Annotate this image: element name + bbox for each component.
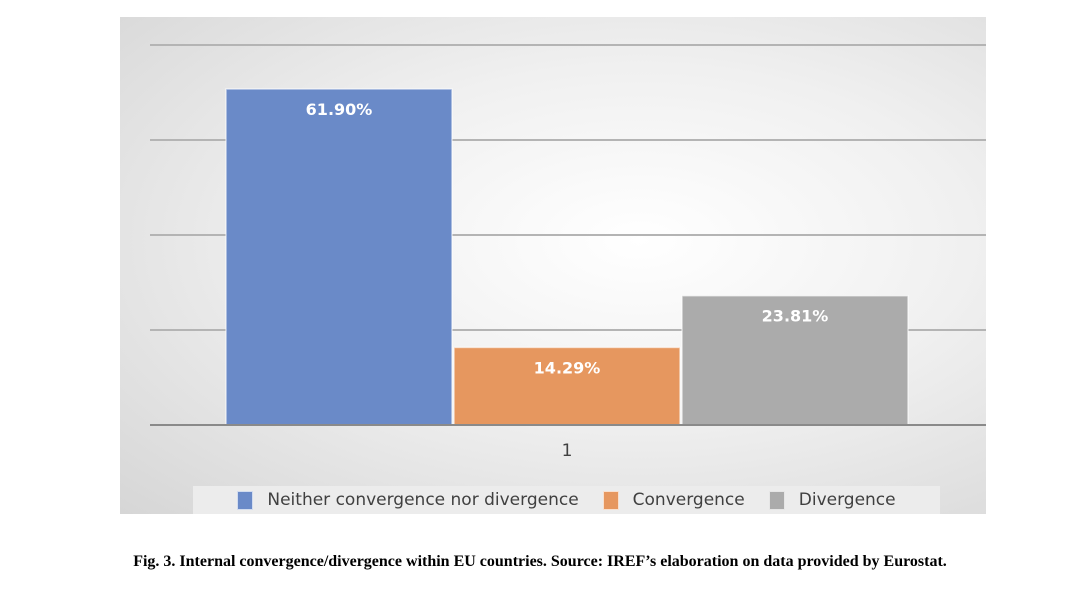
bar-0	[225, 88, 453, 426]
bar-2	[681, 294, 909, 426]
legend-swatch	[237, 490, 254, 510]
legend-item-convergence: Convergence	[602, 490, 745, 510]
data-label: 61.90%	[306, 100, 373, 119]
legend-label: Convergence	[632, 490, 745, 510]
bar-1	[453, 346, 681, 426]
legend-item-divergence: Divergence	[768, 490, 896, 510]
legend-swatch	[602, 490, 619, 510]
legend-swatch	[768, 490, 785, 510]
figure-caption: Fig. 3. Internal convergence/divergence …	[133, 553, 947, 570]
legend-item-neither: Neither convergence nor divergence	[237, 490, 579, 510]
data-label: 23.81%	[762, 307, 829, 326]
data-label: 14.29%	[534, 358, 601, 377]
legend: Neither convergence nor divergence Conve…	[193, 486, 940, 514]
legend-label: Neither convergence nor divergence	[267, 490, 579, 510]
x-tick-label: 1	[562, 441, 573, 461]
legend-label: Divergence	[798, 490, 896, 510]
